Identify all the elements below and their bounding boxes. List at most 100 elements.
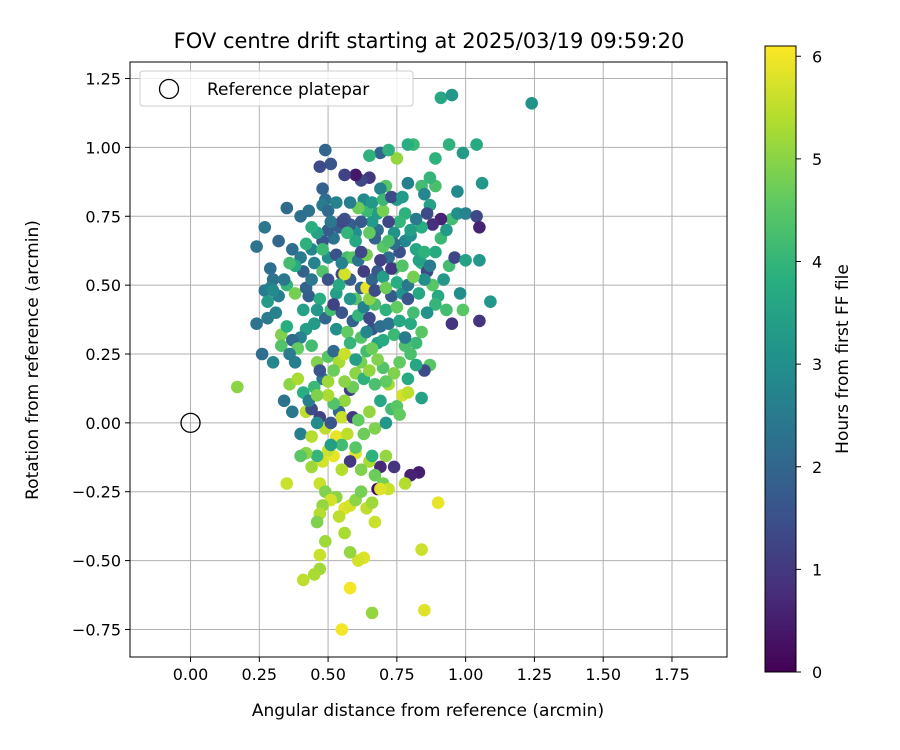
data-point: [313, 364, 327, 377]
data-point: [343, 196, 357, 209]
data-point: [374, 253, 387, 267]
data-point: [404, 223, 417, 237]
data-point: [398, 331, 412, 344]
data-point: [343, 455, 357, 468]
data-point: [305, 273, 318, 286]
data-point: [310, 416, 324, 430]
y-tick-label: −0.75: [72, 620, 121, 639]
data-point: [368, 284, 382, 297]
x-tick-label: 0.50: [310, 665, 346, 684]
data-point: [382, 143, 395, 157]
data-point: [264, 262, 277, 275]
data-point: [335, 215, 349, 229]
data-point: [297, 303, 310, 317]
data-point: [363, 364, 376, 377]
data-point: [313, 548, 327, 562]
data-point: [327, 344, 340, 358]
data-point: [409, 358, 423, 372]
data-point: [379, 449, 393, 463]
data-point: [365, 449, 379, 463]
data-point: [332, 278, 346, 292]
data-point: [324, 438, 338, 452]
legend-entry-label: Reference platepar: [207, 80, 369, 100]
data-point: [354, 215, 368, 229]
data-point: [291, 372, 305, 386]
data-point: [456, 303, 470, 317]
data-point: [335, 463, 349, 477]
data-point: [420, 207, 434, 220]
y-tick-label: 1.00: [85, 138, 121, 157]
data-point: [294, 427, 307, 441]
data-point: [335, 438, 349, 452]
data-point: [415, 325, 428, 339]
data-point: [313, 292, 327, 306]
data-point: [255, 347, 269, 361]
data-point: [445, 317, 459, 331]
data-point: [440, 223, 453, 237]
data-point: [343, 546, 357, 559]
colorbar: [764, 45, 797, 673]
colorbar-tick-label: 0: [812, 663, 822, 682]
data-point: [343, 336, 357, 350]
data-point: [308, 256, 321, 270]
data-point: [231, 380, 244, 394]
data-point: [456, 146, 470, 160]
data-point: [319, 535, 332, 548]
data-point: [305, 221, 318, 234]
data-point: [415, 391, 428, 405]
data-point: [269, 306, 283, 320]
data-point: [401, 176, 415, 190]
data-point: [401, 292, 415, 306]
data-point: [363, 149, 376, 162]
data-point: [349, 234, 362, 248]
data-point: [442, 138, 456, 151]
data-point: [407, 270, 420, 284]
data-point: [396, 259, 409, 273]
data-point: [272, 234, 285, 248]
x-tick-label: 0.00: [173, 665, 209, 684]
colorbar-label: Hours from first FF file: [833, 264, 853, 454]
data-point: [310, 449, 324, 463]
data-point: [379, 303, 393, 317]
data-point: [335, 623, 349, 636]
data-point: [321, 273, 335, 286]
x-tick-label: 1.75: [654, 665, 690, 684]
data-point: [470, 138, 483, 151]
data-point: [286, 405, 299, 419]
data-point: [393, 215, 406, 229]
data-point: [385, 262, 398, 275]
data-point: [459, 207, 472, 220]
data-point: [363, 405, 376, 419]
data-point: [418, 273, 431, 286]
data-point: [409, 212, 423, 226]
y-axis-label: Rotation from reference (arcmin): [23, 220, 43, 500]
data-point: [390, 152, 404, 165]
data-point: [266, 356, 280, 369]
data-point: [321, 389, 335, 402]
data-point: [341, 226, 354, 240]
chart-title: FOV centre drift starting at 2025/03/19 …: [174, 29, 685, 53]
data-point: [453, 287, 467, 300]
data-point: [321, 204, 335, 218]
data-point: [407, 306, 420, 320]
data-point: [437, 273, 450, 286]
data-point: [434, 91, 448, 105]
data-point: [338, 394, 351, 408]
data-point: [277, 273, 291, 286]
data-point: [387, 460, 401, 474]
data-point: [445, 88, 459, 102]
data-point: [473, 314, 486, 328]
data-point: [338, 267, 351, 281]
data-point: [310, 515, 324, 529]
data-point: [484, 295, 497, 309]
data-point: [368, 378, 382, 391]
data-point: [409, 336, 423, 350]
data-point: [387, 367, 401, 380]
data-point: [423, 259, 437, 273]
data-point: [404, 347, 417, 361]
data-point: [305, 430, 318, 443]
colorbar-tick-label: 4: [812, 253, 822, 272]
data-point: [376, 333, 390, 347]
data-point: [398, 477, 412, 490]
data-point: [327, 298, 340, 311]
